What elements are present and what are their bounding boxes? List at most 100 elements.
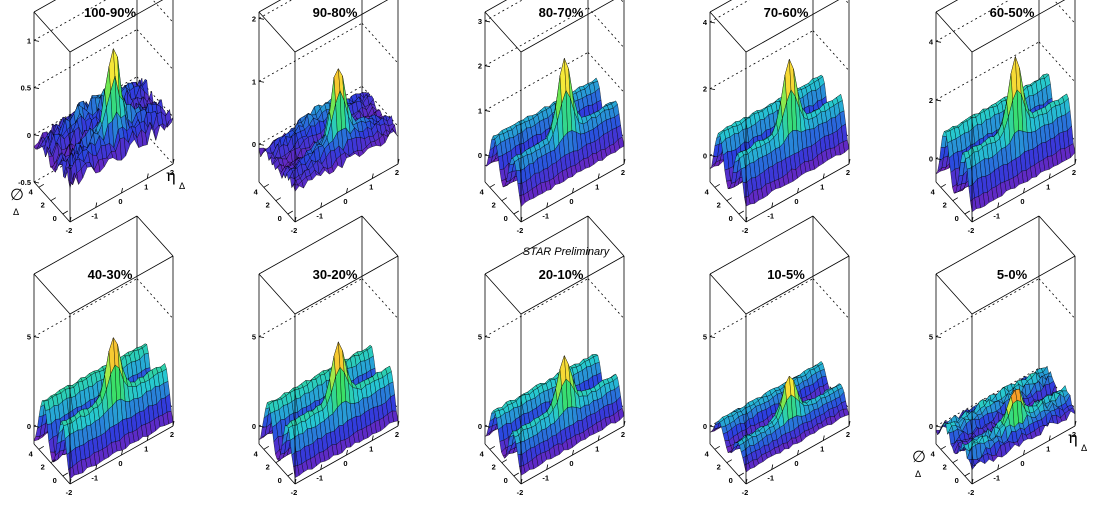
eta-tick-mark [397,158,400,165]
eta-tick-label: 0 [343,459,347,468]
phi-tick-label: 0 [53,214,57,223]
side-wall-gridline [361,85,399,127]
z-tick-label: 0 [27,131,31,140]
z-tick-mark [33,336,40,339]
z-tick-mark [484,336,491,339]
side-wall-gridline [152,0,174,23]
axis-box-top-left-edge [484,11,522,53]
back-wall-gridline [33,29,138,88]
phi-tick-label: 2 [717,201,721,210]
z-tick-label: 2 [703,85,707,94]
eta-tick-label: 2 [846,168,850,177]
eta-axis-subscript: Δ [179,182,186,192]
eta-tick-label: -2 [66,488,73,497]
eta-tick-label: -1 [91,474,98,483]
side-wall-gridline [844,0,850,5]
eta-tick-label: 2 [395,168,399,177]
panels-group: -0.500.51-2-1012024100-90%ηΔ∅Δ012-2-1012… [10,0,1088,497]
back-wall-gridline [709,278,814,337]
eta-tick-label: -1 [316,212,323,221]
back-wall-gridline [709,30,814,90]
z-tick-label: 5 [478,333,482,342]
z-tick-label: 4 [929,37,934,46]
back-wall-gridline [258,22,363,82]
axis-phi-baseline [258,181,296,223]
side-wall-gridline [812,30,850,71]
back-wall-gridline [484,278,589,337]
panel-title: 90-80% [313,5,358,20]
eta-tick-label: 0 [118,459,122,468]
axis-box-top-front-edge [294,0,389,53]
z-tick-label: 0 [703,151,707,160]
phi-tick-label: 2 [41,463,45,472]
phi-tick-label: 4 [705,187,710,196]
panel-title: 30-20% [313,267,358,282]
z-tick-label: 0.5 [21,84,31,93]
phi-tick-mark [714,183,721,188]
axis-box-top-back-edge [33,215,138,275]
phi-tick-mark [275,197,282,202]
z-tick-label: 4 [703,18,708,27]
surface-mesh [33,336,174,480]
eta-tick-label: 2 [621,430,625,439]
phi-tick-label: 0 [278,476,282,485]
axis-box-top-right-edge [361,215,399,257]
eta-tick-mark [146,173,149,179]
panel-title: 70-60% [764,5,809,20]
eta-tick-label: -2 [517,488,524,497]
eta-tick-label: -2 [517,226,524,235]
axis-box-top-front-edge [69,0,164,53]
surface-mesh [935,56,1076,213]
surface-mesh [484,353,625,476]
z-tick-label: 5 [27,333,31,342]
z-tick-mark [258,143,265,146]
eta-tick-label: -2 [968,226,975,235]
surface-cell [293,184,300,192]
eta-tick-label: 1 [369,445,373,454]
eta-tick-mark [172,158,175,165]
phi-tick-label: 0 [729,214,733,223]
eta-tick-mark [371,173,374,179]
eta-tick-label: 2 [1072,168,1076,177]
axis-box-top-back-edge [484,0,508,13]
phi-tick-mark [952,197,959,202]
eta-tick-mark [69,216,72,223]
phi-tick-label: 2 [492,201,496,210]
z-tick-mark [258,336,265,339]
back-wall-gridline [33,278,138,337]
phi-tick-label: 0 [278,214,282,223]
phi-tick-mark [489,183,496,188]
eta-tick-label: 0 [118,197,122,206]
z-tick-mark [935,99,942,102]
eta-tick-label: -1 [767,212,774,221]
phi-tick-mark [513,472,520,477]
eta-tick-label: 0 [1020,197,1024,206]
phi-tick-mark [287,472,294,477]
axis-box-top-back-edge [484,215,589,275]
eta-tick-label: -2 [66,226,73,235]
phi-tick-label: 2 [943,201,947,210]
eta-tick-label: -1 [993,212,1000,221]
axis-box-top-left-edge [709,11,747,53]
z-tick-mark [33,39,40,42]
eta-tick-label: 0 [343,197,347,206]
eta-tick-label: 2 [621,168,625,177]
eta-tick-label: -1 [542,474,549,483]
phi-tick-label: 0 [955,214,959,223]
eta-tick-mark [294,216,297,223]
phi-tick-mark [489,445,496,450]
z-tick-label: 2 [252,14,256,23]
axis-phi-baseline [33,181,71,223]
eta-tick-label: 0 [794,197,798,206]
side-wall-gridline [136,29,174,70]
axis-box-top-right-edge [136,215,174,257]
eta-tick-label: -2 [742,226,749,235]
eta-tick-label: 1 [595,183,599,192]
back-wall-gridline [258,278,363,337]
phi-tick-label: 2 [266,201,270,210]
axis-box-top-back-edge [258,215,363,275]
phi-tick-mark [38,445,45,450]
eta-tick-label: -2 [291,226,298,235]
